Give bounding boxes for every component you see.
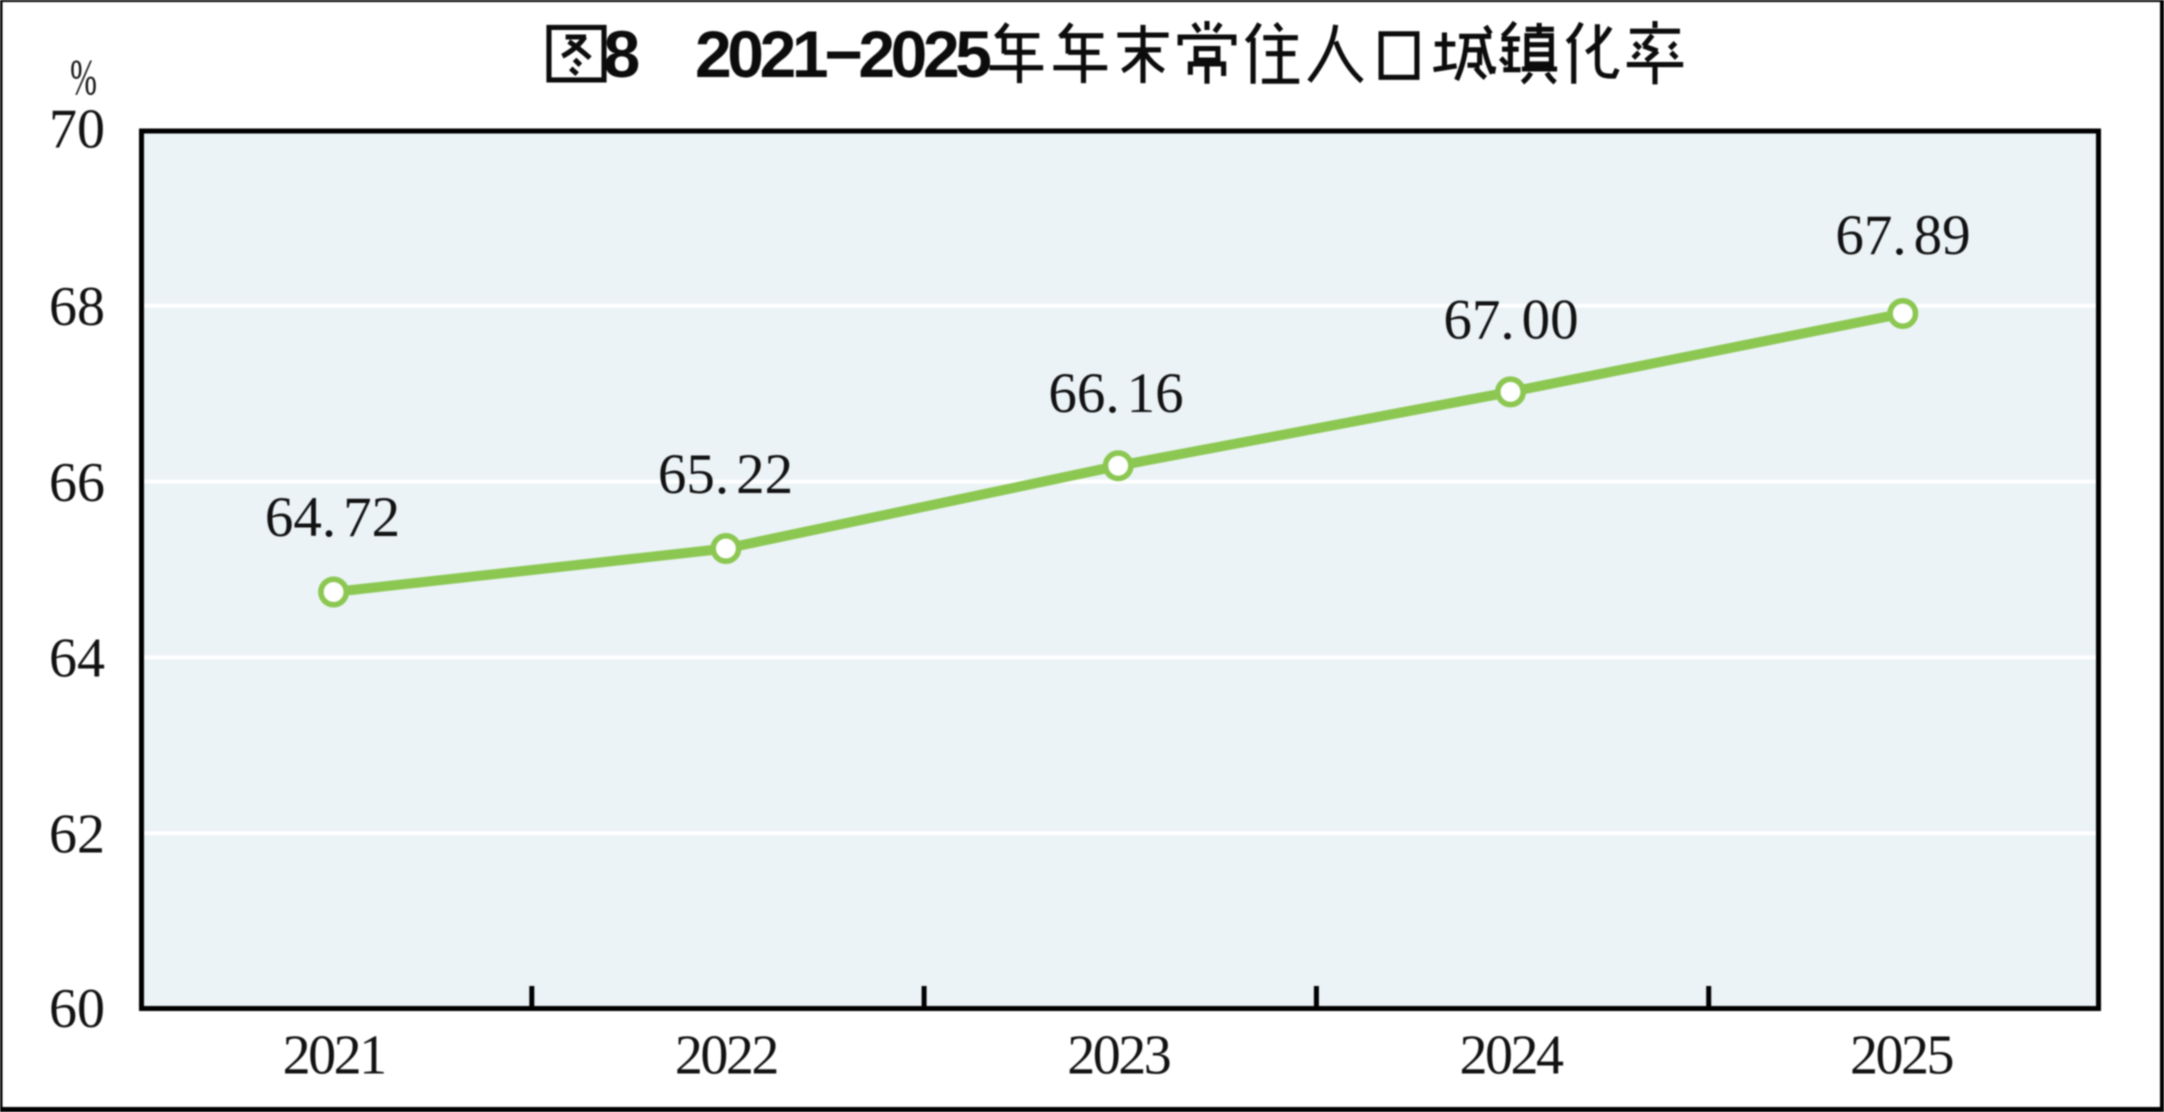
svg-text:60: 60 [49, 978, 105, 1040]
svg-text:62: 62 [49, 803, 105, 865]
svg-text:2025: 2025 [1850, 1025, 1953, 1087]
svg-text:70: 70 [49, 98, 105, 160]
svg-text:64: 64 [49, 628, 105, 690]
svg-text:66: 66 [49, 452, 105, 514]
svg-text:67.89: 67. 89 [1835, 204, 1970, 267]
svg-text:68: 68 [49, 276, 105, 338]
svg-text:2022: 2022 [675, 1025, 777, 1087]
svg-text:8: 8 [604, 17, 641, 91]
svg-text:65.22: 65. 22 [658, 443, 793, 506]
svg-text:2021−2025: 2021−2025 [695, 17, 990, 91]
svg-text:%: % [70, 50, 97, 106]
svg-text:2024: 2024 [1460, 1025, 1565, 1087]
svg-text:2021: 2021 [283, 1025, 385, 1087]
svg-text:2023: 2023 [1067, 1025, 1170, 1087]
svg-text:66.16: 66. 16 [1048, 362, 1183, 425]
svg-text:64.72: 64. 72 [265, 486, 400, 549]
svg-text:67.00: 67. 00 [1443, 289, 1578, 352]
